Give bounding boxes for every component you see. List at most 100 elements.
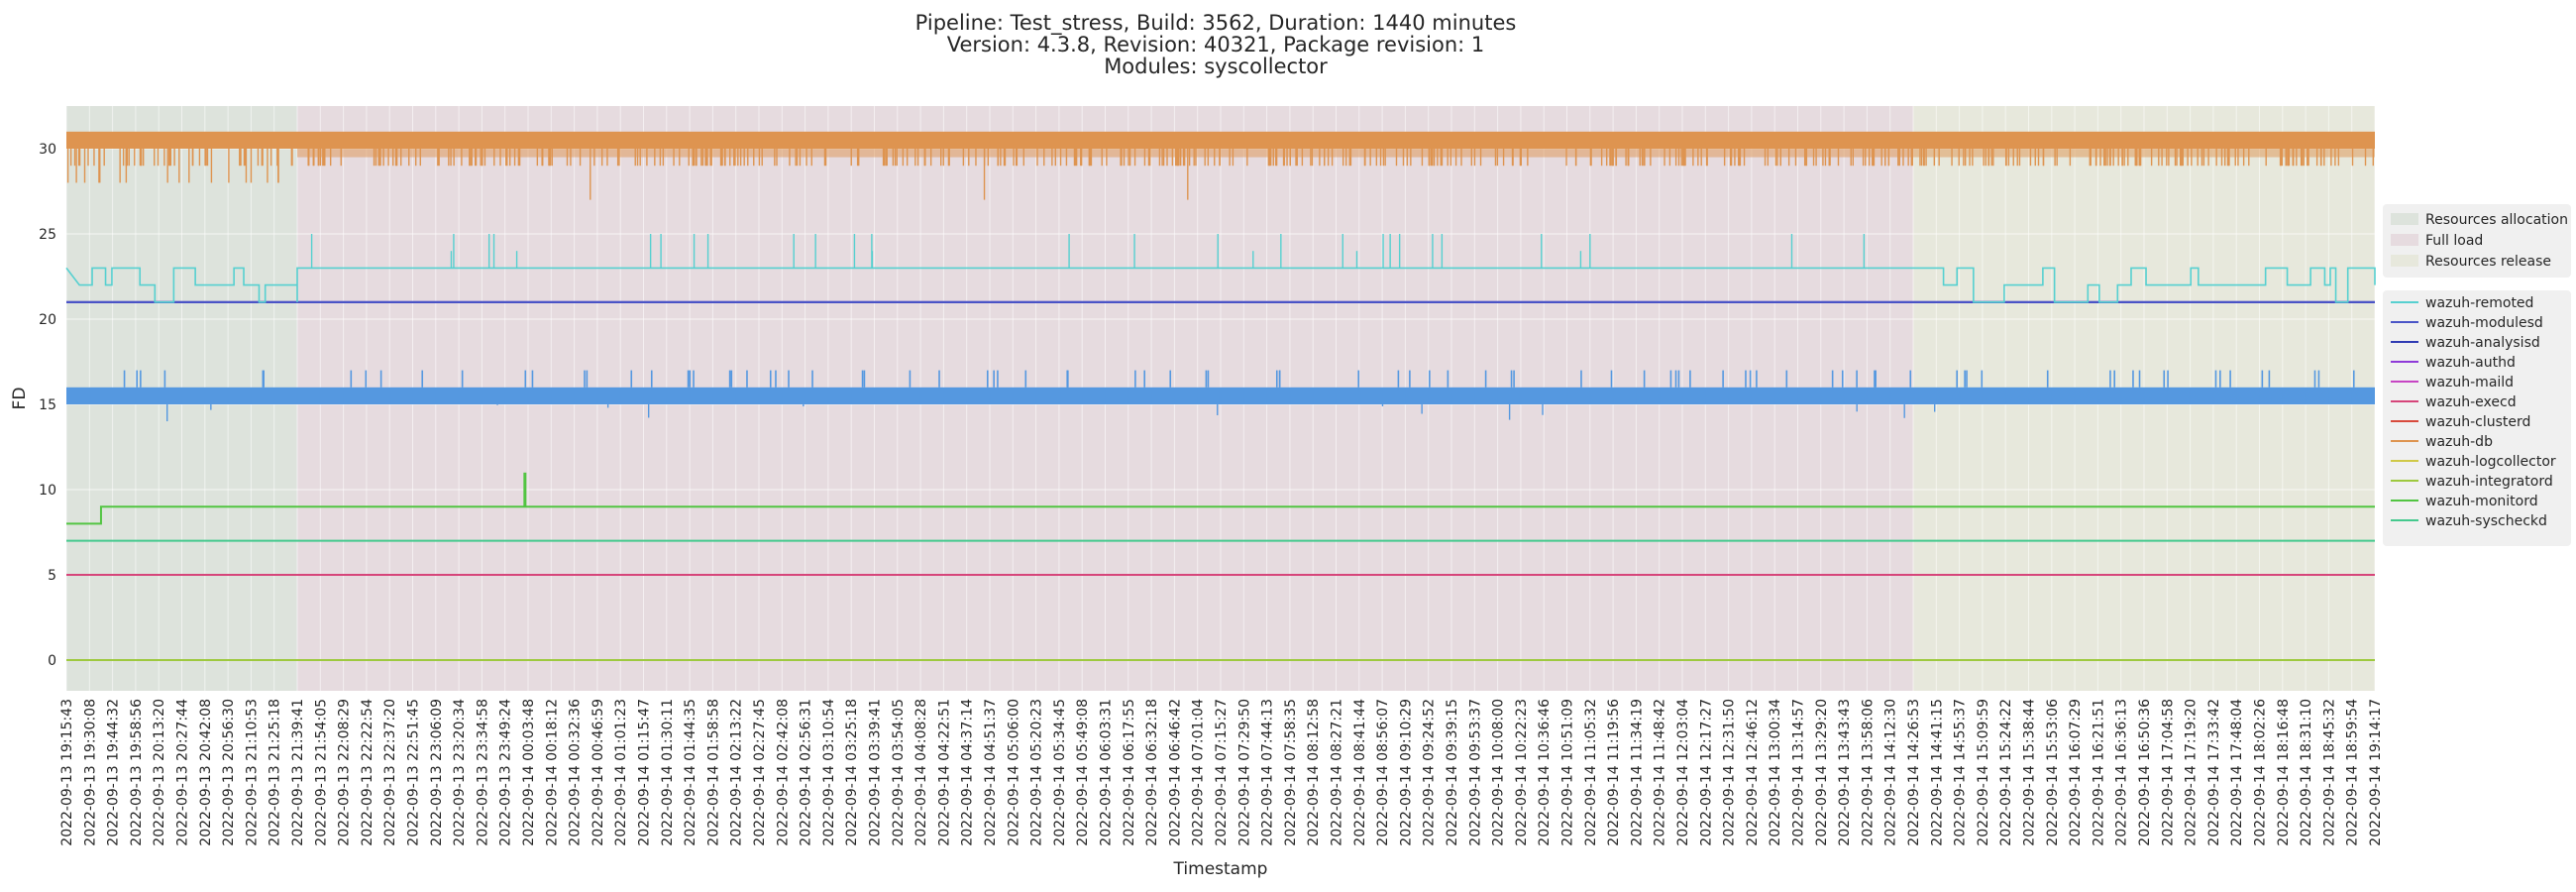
x-tick-label: 2022-09-14 07:15:27 xyxy=(1214,699,1230,846)
x-tick-label: 2022-09-13 19:30:08 xyxy=(82,699,98,846)
series-band-lower xyxy=(297,149,2375,158)
x-tick-label: 2022-09-14 16:21:51 xyxy=(2091,699,2106,846)
x-tick-label: 2022-09-13 21:39:41 xyxy=(290,699,306,846)
x-tick-label: 2022-09-14 18:31:10 xyxy=(2299,699,2314,846)
series-band xyxy=(66,131,2375,150)
phase-legend-swatch xyxy=(2391,234,2418,246)
x-tick-label: 2022-09-14 16:50:36 xyxy=(2137,699,2153,846)
x-tick-label: 2022-09-14 17:04:58 xyxy=(2160,699,2176,846)
x-tick-label: 2022-09-13 20:56:30 xyxy=(221,699,237,846)
y-tick-label: 15 xyxy=(39,397,56,413)
series-legend-label: wazuh-analysisd xyxy=(2425,335,2540,351)
x-tick-label: 2022-09-14 01:58:58 xyxy=(705,699,721,846)
y-tick-label: 20 xyxy=(39,312,56,328)
x-tick-label: 2022-09-13 22:08:29 xyxy=(337,699,353,846)
x-tick-label: 2022-09-14 19:14:17 xyxy=(2368,699,2384,846)
series-legend-label: wazuh-authd xyxy=(2425,355,2516,371)
x-tick-label: 2022-09-14 14:55:37 xyxy=(1953,699,1969,846)
x-tick-label: 2022-09-14 00:46:59 xyxy=(590,699,606,846)
phase-legend-label: Resources release xyxy=(2425,254,2551,270)
x-tick-label: 2022-09-14 05:06:00 xyxy=(1006,699,1021,846)
x-tick-label: 2022-09-14 18:02:26 xyxy=(2253,699,2269,846)
phase-legend-swatch xyxy=(2391,255,2418,267)
x-tick-label: 2022-09-14 18:59:54 xyxy=(2345,699,2361,846)
phase-legend-box xyxy=(2383,204,2571,278)
x-axis-label: Timestamp xyxy=(1173,859,1268,879)
x-tick-label: 2022-09-14 11:34:19 xyxy=(1629,699,1645,846)
y-tick-label: 25 xyxy=(39,227,56,243)
x-tick-label: 2022-09-13 23:34:58 xyxy=(475,699,490,846)
x-tick-label: 2022-09-13 21:25:18 xyxy=(268,699,283,846)
x-tick-label: 2022-09-14 05:20:23 xyxy=(1029,699,1045,846)
y-tick-label: 30 xyxy=(39,142,56,158)
x-tick-label: 2022-09-14 16:36:13 xyxy=(2114,699,2130,846)
x-tick-label: 2022-09-13 22:37:20 xyxy=(382,699,398,846)
x-tick-label: 2022-09-13 23:49:24 xyxy=(498,699,514,846)
x-tick-label: 2022-09-14 08:12:58 xyxy=(1306,699,1322,846)
x-tick-label: 2022-09-14 12:03:04 xyxy=(1675,699,1691,846)
x-tick-label: 2022-09-14 17:19:20 xyxy=(2184,699,2200,846)
x-tick-label: 2022-09-14 07:29:50 xyxy=(1236,699,1252,846)
x-tick-label: 2022-09-14 00:03:48 xyxy=(521,699,537,846)
x-tick-label: 2022-09-14 06:03:31 xyxy=(1099,699,1115,846)
x-tick-label: 2022-09-14 11:48:42 xyxy=(1653,699,1668,846)
series-band xyxy=(66,387,2375,405)
x-tick-label: 2022-09-14 04:22:51 xyxy=(936,699,952,846)
x-tick-label: 2022-09-14 14:12:30 xyxy=(1883,699,1899,846)
series-wazuh-monitord-spike xyxy=(523,472,527,507)
x-tick-label: 2022-09-13 20:27:44 xyxy=(175,699,191,846)
x-tick-label: 2022-09-14 08:27:21 xyxy=(1330,699,1345,846)
x-tick-label: 2022-09-14 13:43:43 xyxy=(1837,699,1853,846)
series-wazuh-syscollector xyxy=(66,370,2375,422)
x-tick-label: 2022-09-13 22:51:45 xyxy=(406,699,422,846)
x-tick-label: 2022-09-14 05:34:45 xyxy=(1052,699,1068,846)
y-tick-label: 0 xyxy=(48,653,56,669)
x-tick-label: 2022-09-14 13:14:57 xyxy=(1791,699,1807,846)
series-legend-box xyxy=(2383,290,2571,546)
chart-title-line-2: Version: 4.3.8, Revision: 40321, Package… xyxy=(947,33,1485,56)
x-tick-label: 2022-09-13 23:06:09 xyxy=(429,699,445,846)
series-legend-label: wazuh-maild xyxy=(2425,375,2514,390)
y-axis-label: FD xyxy=(10,388,30,410)
x-tick-label: 2022-09-13 19:44:32 xyxy=(106,699,122,846)
series-legend-label: wazuh-syscheckd xyxy=(2425,513,2547,529)
series-legend-label: wazuh-modulesd xyxy=(2425,315,2543,331)
x-tick-label: 2022-09-14 08:56:07 xyxy=(1375,699,1391,846)
x-tick-label: 2022-09-14 01:15:47 xyxy=(637,699,653,846)
series-wazuh-remoted xyxy=(65,234,2376,303)
x-tick-label: 2022-09-14 00:18:12 xyxy=(544,699,560,846)
x-tick-label: 2022-09-14 10:36:46 xyxy=(1537,699,1553,846)
x-tick-label: 2022-09-14 18:45:32 xyxy=(2321,699,2337,846)
x-tick-label: 2022-09-13 19:15:43 xyxy=(59,699,75,846)
series-legend-label: wazuh-clusterd xyxy=(2425,414,2530,430)
series-legend-label: wazuh-monitord xyxy=(2425,494,2538,509)
x-tick-label: 2022-09-14 15:53:06 xyxy=(2045,699,2061,846)
series-wazuh-db xyxy=(66,131,2375,200)
x-tick-label: 2022-09-14 07:01:04 xyxy=(1191,699,1207,846)
x-tick-label: 2022-09-14 09:53:37 xyxy=(1467,699,1483,846)
x-tick-label: 2022-09-13 20:42:08 xyxy=(198,699,214,846)
x-tick-label: 2022-09-14 02:56:31 xyxy=(799,699,814,846)
x-tick-label: 2022-09-14 15:38:44 xyxy=(2022,699,2038,846)
x-tick-label: 2022-09-14 10:08:00 xyxy=(1491,699,1507,846)
x-tick-label: 2022-09-14 16:07:29 xyxy=(2068,699,2084,846)
x-tick-label: 2022-09-14 02:13:22 xyxy=(729,699,745,846)
x-tick-label: 2022-09-14 07:44:13 xyxy=(1260,699,1276,846)
x-tick-label: 2022-09-14 18:16:48 xyxy=(2276,699,2292,846)
x-tick-label: 2022-09-14 04:51:37 xyxy=(983,699,999,846)
x-tick-label: 2022-09-14 07:58:35 xyxy=(1283,699,1299,846)
x-tick-label: 2022-09-14 11:19:56 xyxy=(1606,699,1622,846)
series-legend-label: wazuh-db xyxy=(2425,434,2493,450)
series-wazuh-monitord xyxy=(66,505,2375,525)
x-tick-label: 2022-09-13 20:13:20 xyxy=(152,699,167,846)
x-tick-label: 2022-09-13 19:58:56 xyxy=(129,699,145,846)
x-tick-label: 2022-09-14 15:09:59 xyxy=(1976,699,1991,846)
x-tick-label: 2022-09-14 09:24:52 xyxy=(1422,699,1438,846)
x-tick-label: 2022-09-14 03:25:18 xyxy=(844,699,860,846)
x-tick-label: 2022-09-14 02:42:08 xyxy=(775,699,791,846)
x-tick-label: 2022-09-14 01:01:23 xyxy=(613,699,629,846)
series-lines xyxy=(65,131,2376,662)
x-tick-label: 2022-09-14 00:32:36 xyxy=(568,699,584,846)
y-tick-label: 5 xyxy=(48,568,56,584)
